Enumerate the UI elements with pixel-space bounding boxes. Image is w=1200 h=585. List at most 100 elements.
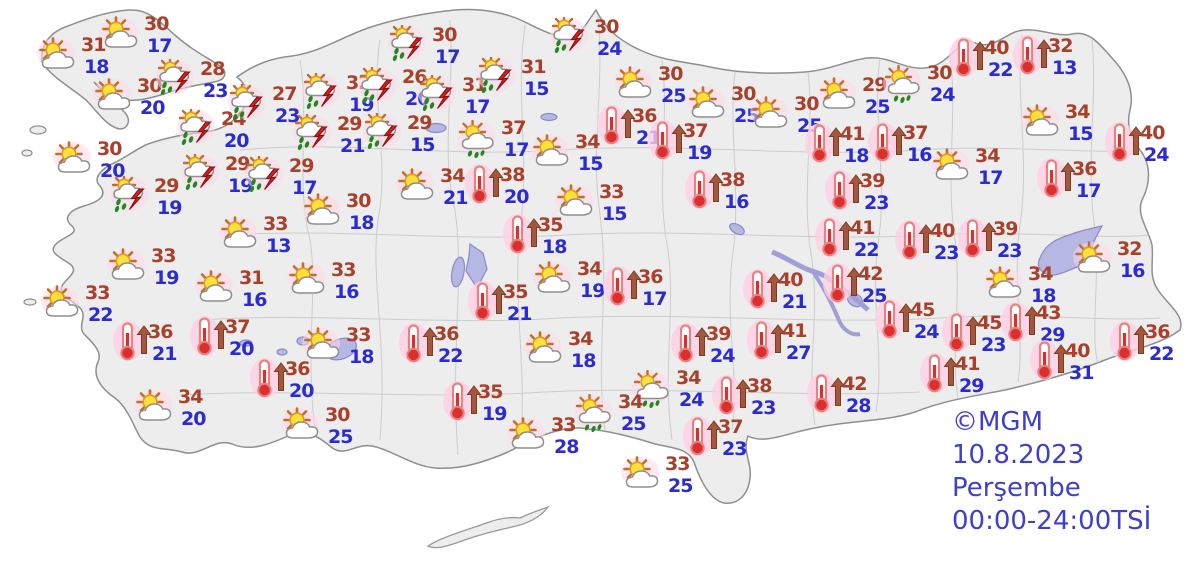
- sun-cloud-icon: [287, 262, 327, 300]
- min-temperature-label: 19: [580, 280, 605, 302]
- max-temperature-label: 36: [434, 323, 459, 345]
- max-temperature-label: 30: [325, 404, 350, 426]
- min-temperature-label: 13: [1052, 57, 1077, 79]
- max-temperature-label: 40: [1140, 122, 1165, 144]
- min-temperature-label: 23: [722, 438, 747, 460]
- hot-thermometer-icon: [712, 375, 752, 419]
- hot-thermometer-icon: [747, 320, 787, 364]
- max-temperature-label: 36: [148, 321, 173, 343]
- sun-cloud-rain-icon: [574, 393, 614, 436]
- lake-hirfanli: [729, 222, 745, 236]
- province-borders: [179, 14, 1161, 456]
- max-temperature-label: 33: [331, 259, 356, 281]
- min-temperature-label: 29: [1040, 324, 1065, 346]
- min-temperature-label: 21: [507, 303, 532, 325]
- hot-thermometer-icon: [875, 299, 915, 343]
- max-temperature-label: 30: [97, 138, 122, 160]
- max-temperature-label: 39: [993, 218, 1018, 240]
- max-temperature-label: 34: [178, 386, 203, 408]
- sun-cloud-icon: [1073, 241, 1113, 279]
- hot-thermometer-icon: [807, 373, 847, 417]
- max-temperature-label: 34: [568, 328, 593, 350]
- min-temperature-label: 16: [242, 289, 267, 311]
- min-temperature-label: 25: [661, 85, 686, 107]
- max-temperature-label: 42: [858, 263, 883, 285]
- min-temperature-label: 15: [410, 134, 435, 156]
- sun-cloud-icon: [37, 37, 77, 75]
- hot-thermometer-icon: [823, 263, 863, 307]
- max-temperature-label: 41: [850, 217, 875, 239]
- lake-sapanca: [540, 112, 558, 122]
- min-temperature-label: 24: [597, 38, 622, 60]
- sun-cloud-icon: [687, 86, 727, 124]
- hot-thermometer-icon: [868, 122, 908, 166]
- max-temperature-label: 34: [975, 145, 1000, 167]
- sun-cloud-icon: [750, 96, 790, 134]
- min-temperature-label: 19: [687, 142, 712, 164]
- hot-thermometer-icon: [920, 353, 960, 397]
- min-temperature-label: 25: [621, 413, 646, 435]
- hot-thermometer-icon: [113, 321, 153, 365]
- hot-thermometer-icon: [190, 316, 230, 360]
- thunderstorm-icon: [177, 108, 217, 151]
- sun-cloud-rain-icon: [632, 369, 672, 412]
- sun-cloud-icon: [302, 327, 342, 365]
- thunderstorm-icon: [477, 56, 517, 99]
- hot-thermometer-icon: [1110, 321, 1150, 365]
- max-temperature-label: 29: [154, 175, 179, 197]
- sun-cloud-icon: [818, 77, 858, 115]
- min-temperature-label: 24: [930, 84, 955, 106]
- max-temperature-label: 36: [1072, 158, 1097, 180]
- max-temperature-label: 45: [977, 312, 1002, 334]
- max-temperature-label: 31: [521, 56, 546, 78]
- max-temperature-label: 34: [575, 131, 600, 153]
- hot-thermometer-icon: [683, 416, 723, 460]
- min-temperature-label: 15: [1068, 123, 1093, 145]
- min-temperature-label: 25: [328, 426, 353, 448]
- max-temperature-label: 30: [137, 75, 162, 97]
- max-temperature-label: 36: [1145, 321, 1170, 343]
- min-temperature-label: 22: [438, 345, 463, 367]
- max-temperature-label: 34: [618, 391, 643, 413]
- max-temperature-label: 35: [538, 214, 563, 236]
- sun-cloud-icon: [53, 141, 93, 179]
- thunderstorm-icon: [358, 66, 398, 109]
- max-temperature-label: 41: [782, 320, 807, 342]
- thunderstorm-icon: [156, 58, 196, 101]
- hot-thermometer-icon: [443, 381, 483, 425]
- hot-thermometer-icon: [942, 312, 982, 356]
- min-temperature-label: 17: [504, 139, 529, 161]
- max-temperature-label: 38: [720, 169, 745, 191]
- max-temperature-label: 30: [594, 16, 619, 38]
- min-temperature-label: 15: [602, 203, 627, 225]
- max-temperature-label: 34: [440, 165, 465, 187]
- max-temperature-label: 37: [903, 122, 928, 144]
- min-temperature-label: 21: [340, 135, 365, 157]
- min-temperature-label: 16: [1120, 260, 1145, 282]
- hot-thermometer-icon: [949, 37, 989, 81]
- lake-iznik: [425, 122, 447, 134]
- sun-cloud-icon: [1021, 104, 1061, 142]
- max-temperature-label: 29: [862, 74, 887, 96]
- min-temperature-label: 21: [443, 187, 468, 209]
- min-temperature-label: 27: [786, 342, 811, 364]
- min-temperature-label: 22: [88, 304, 113, 326]
- max-temperature-label: 30: [658, 63, 683, 85]
- max-temperature-label: 30: [731, 83, 756, 105]
- sun-cloud-icon: [555, 184, 595, 222]
- min-temperature-label: 18: [844, 145, 869, 167]
- max-temperature-label: 40: [778, 269, 803, 291]
- min-temperature-label: 17: [978, 167, 1003, 189]
- min-temperature-label: 21: [782, 291, 807, 313]
- max-temperature-label: 34: [1028, 263, 1053, 285]
- min-temperature-label: 24: [710, 345, 735, 367]
- sun-cloud-icon: [524, 331, 564, 369]
- min-temperature-label: 18: [542, 236, 567, 258]
- sun-cloud-icon: [621, 456, 661, 494]
- sun-cloud-icon: [984, 266, 1024, 304]
- max-temperature-label: 37: [718, 416, 743, 438]
- hot-thermometer-icon: [1001, 302, 1041, 346]
- min-temperature-label: 23: [751, 397, 776, 419]
- hot-thermometer-icon: [895, 220, 935, 264]
